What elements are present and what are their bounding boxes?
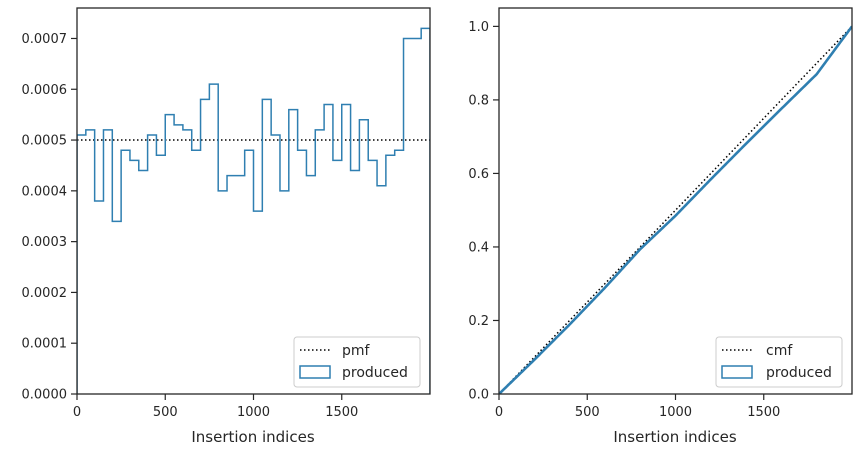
plot-clip xyxy=(77,27,430,394)
y-tick-label: 0.0006 xyxy=(22,83,68,98)
y-tick-label: 0.2 xyxy=(468,314,489,329)
produced-step-histogram xyxy=(77,27,430,394)
legend-produced-swatch xyxy=(299,365,331,379)
x-tick-label: 500 xyxy=(153,405,178,420)
y-tick-label: 0.0007 xyxy=(22,32,68,47)
x-tick-label: 1500 xyxy=(325,405,358,420)
cmf-axes: 0 500 1000 1500 0.0 0.2 0.4 0.6 0.8 1.0 xyxy=(468,7,853,420)
x-tick-label: 1000 xyxy=(659,405,692,420)
cmf-legend: cmf produced xyxy=(715,336,843,388)
produced-cumulative-line xyxy=(499,25,852,394)
y-tick-label: 0.0005 xyxy=(22,134,68,149)
axes-frame xyxy=(498,7,853,395)
y-tick-label: 0.8 xyxy=(468,93,489,108)
plot-clip xyxy=(499,25,852,394)
cmf-plot-area xyxy=(499,25,852,394)
x-tick-label: 1000 xyxy=(237,405,270,420)
y-tick-label: 0.0002 xyxy=(22,286,68,301)
pmf-legend: pmf produced xyxy=(293,336,421,388)
cmf-chart: 0 500 1000 1500 0.0 0.2 0.4 0.6 0.8 1.0 cmf produ… xyxy=(468,7,853,446)
legend-produced-label: produced xyxy=(766,365,832,381)
pmf-axes: 0 500 1000 1500 0.0000 0.0001 0.0002 0.0003 0.00… xyxy=(22,7,431,420)
legend-pmf-label: pmf xyxy=(342,343,371,359)
y-tick-label: 0.0004 xyxy=(22,184,68,199)
x-tick-label: 0 xyxy=(73,405,81,420)
y-tick-label: 0.0000 xyxy=(22,388,68,403)
x-tick-label: 1500 xyxy=(747,405,780,420)
y-tick-label: 1.0 xyxy=(468,20,489,35)
pmf-x-axis-label: Insertion indices xyxy=(191,428,314,446)
x-tick-label: 500 xyxy=(575,405,600,420)
cmf-x-axis-label: Insertion indices xyxy=(613,428,736,446)
y-tick-label: 0.0001 xyxy=(22,337,68,352)
x-tick-label: 0 xyxy=(495,405,503,420)
legend-produced-label: produced xyxy=(342,365,408,381)
y-tick-label: 0.6 xyxy=(468,167,489,182)
pmf-plot-area xyxy=(77,27,430,394)
y-tick-label: 0.4 xyxy=(468,240,489,255)
cmf-reference-line xyxy=(499,25,852,394)
y-tick-label: 0.0003 xyxy=(22,235,68,250)
legend-cmf-label: cmf xyxy=(766,343,793,359)
pmf-chart: 0 500 1000 1500 0.0000 0.0001 0.0002 0.0003 0.00… xyxy=(22,7,431,446)
legend-produced-swatch xyxy=(721,365,753,379)
y-tick-label: 0.0 xyxy=(468,388,489,403)
